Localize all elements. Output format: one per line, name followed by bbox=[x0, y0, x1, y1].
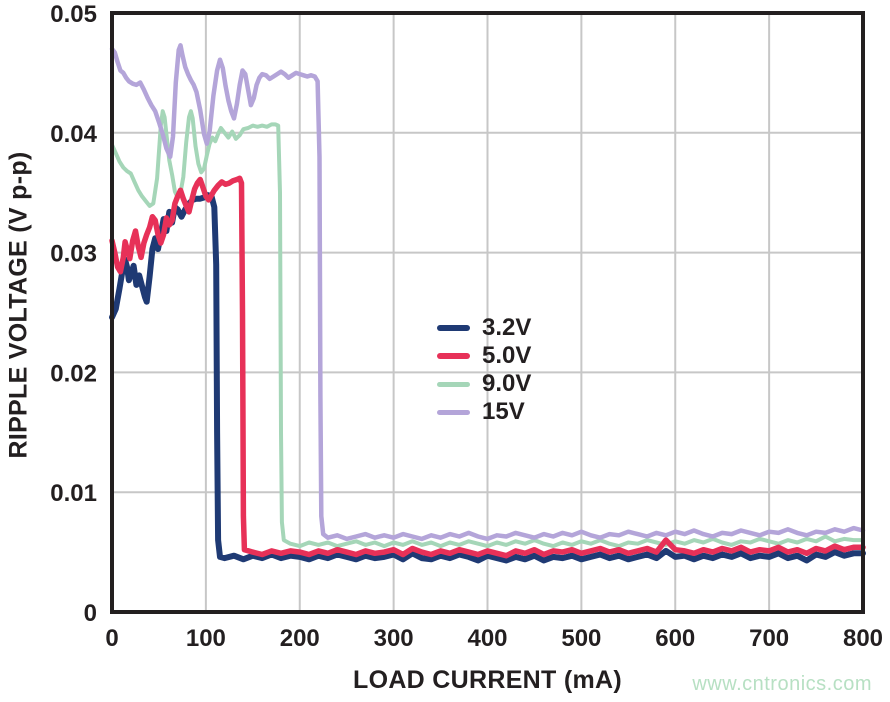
legend-label: 3.2V bbox=[482, 314, 532, 341]
y-tick-label: 0.05 bbox=[50, 1, 97, 28]
legend-swatch bbox=[437, 381, 470, 387]
legend-item: 3.2V bbox=[437, 314, 531, 342]
series-line-15v bbox=[109, 43, 866, 542]
x-tick-label: 100 bbox=[186, 625, 226, 652]
x-tick-label: 800 bbox=[843, 625, 883, 652]
legend: 3.2V 5.0V 9.0V 15V bbox=[437, 314, 531, 426]
x-tick-label: 400 bbox=[467, 625, 507, 652]
legend-swatch bbox=[437, 325, 470, 331]
y-axis-title: RIPPLE VOLTAGE (V p-p) bbox=[4, 151, 33, 459]
y-tick-label: 0.01 bbox=[50, 480, 97, 507]
y-tick-label: 0.04 bbox=[50, 121, 97, 148]
x-tick-label: 600 bbox=[655, 625, 695, 652]
series-line-9-0v bbox=[110, 109, 865, 549]
series-line-5-0v bbox=[109, 175, 866, 559]
x-axis-title: LOAD CURRENT (mA) bbox=[353, 666, 622, 694]
x-tick-label: 500 bbox=[561, 625, 601, 652]
legend-swatch bbox=[437, 409, 470, 415]
legend-label: 5.0V bbox=[482, 342, 532, 369]
legend-item: 15V bbox=[437, 398, 531, 426]
y-tick-label: 0 bbox=[84, 600, 97, 627]
x-tick-label: 200 bbox=[280, 625, 320, 652]
legend-label: 15V bbox=[482, 398, 525, 425]
y-tick-label: 0.03 bbox=[50, 241, 97, 268]
x-tick-label: 0 bbox=[105, 625, 118, 652]
legend-label: 9.0V bbox=[482, 370, 532, 397]
x-tick-label: 700 bbox=[749, 625, 789, 652]
watermark: www.cntronics.com bbox=[692, 673, 872, 695]
plot-frame bbox=[110, 11, 865, 614]
legend-swatch bbox=[437, 353, 470, 359]
legend-item: 5.0V bbox=[437, 342, 531, 370]
y-tick-label: 0.02 bbox=[50, 360, 97, 387]
legend-item: 9.0V bbox=[437, 370, 531, 398]
x-tick-label: 300 bbox=[374, 625, 414, 652]
